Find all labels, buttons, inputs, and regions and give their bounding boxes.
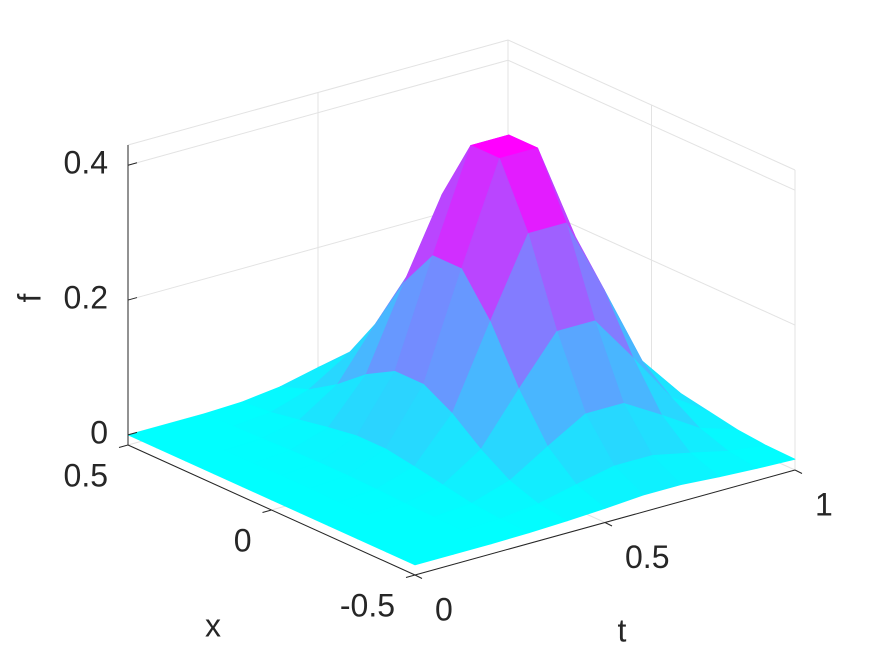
z-tick [127,162,138,166]
z-axis-label: f [11,293,47,302]
t-axis-label: t [618,612,627,648]
t-tick [604,522,613,527]
wall-edge [507,39,796,171]
wall-edge [127,39,509,146]
t-tick-label: 0 [435,591,453,627]
x-tick-label: 0.5 [64,457,108,493]
z-tick-label: 0 [90,414,108,450]
t-tick-label: 1 [815,486,833,522]
x-tick [405,574,416,578]
surface-patch [385,540,454,566]
x-tick [262,509,272,513]
z-tick [127,431,138,436]
x-tick [118,444,129,448]
x-tick-label: 0 [234,522,252,558]
t-tick [794,469,803,474]
t-tick-label: 0.5 [625,539,669,575]
t-tick [414,574,423,579]
x-axis-label: x [205,607,221,643]
x-tick-label: -0.5 [340,587,395,623]
z-tick [127,297,138,301]
z-tick-label: 0.4 [64,145,108,181]
z-tick-label: 0.2 [64,280,108,316]
